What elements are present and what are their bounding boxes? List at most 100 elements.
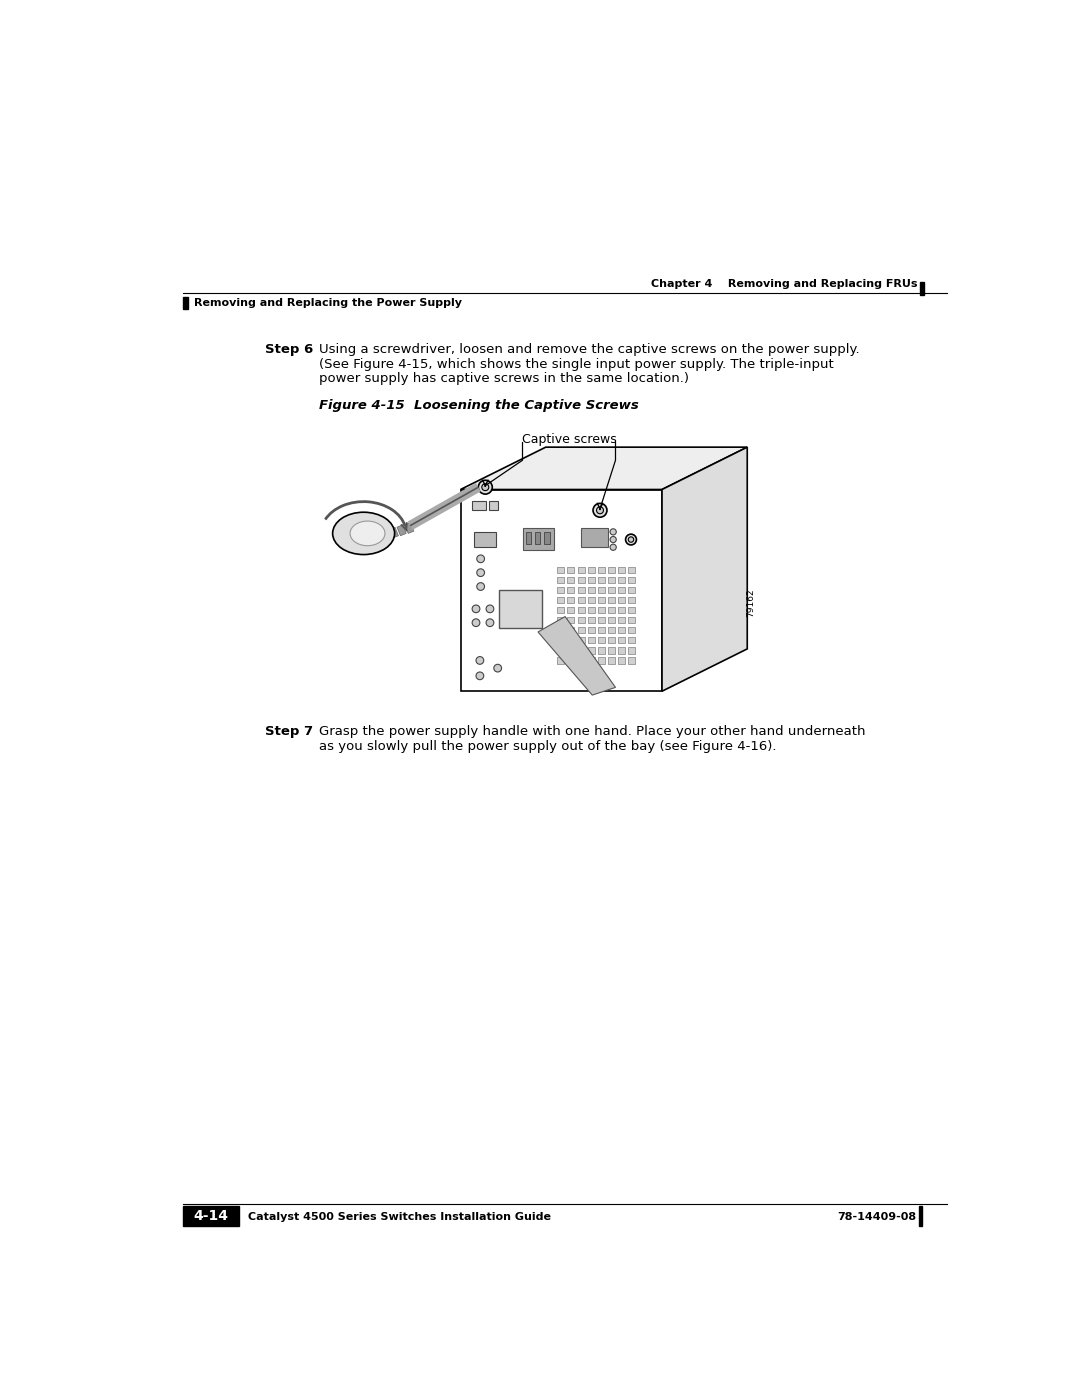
Circle shape: [596, 507, 604, 514]
Circle shape: [476, 555, 485, 563]
Bar: [405, 522, 414, 534]
Bar: [918, 1207, 922, 1227]
Bar: [618, 597, 625, 604]
Bar: [608, 606, 615, 613]
Bar: [608, 577, 615, 584]
Text: power supply has captive screws in the same location.): power supply has captive screws in the s…: [320, 373, 689, 386]
Bar: [618, 567, 625, 573]
Bar: [608, 627, 615, 633]
Bar: [608, 597, 615, 604]
Bar: [557, 567, 565, 573]
Bar: [499, 590, 542, 629]
Circle shape: [476, 569, 485, 577]
Bar: [359, 536, 367, 548]
Bar: [557, 657, 565, 664]
Bar: [489, 502, 499, 510]
Bar: [557, 627, 565, 633]
Bar: [578, 637, 584, 644]
Bar: [535, 532, 540, 545]
Bar: [627, 577, 635, 584]
Bar: [588, 647, 595, 654]
Bar: [608, 647, 615, 654]
Circle shape: [593, 503, 607, 517]
Bar: [389, 527, 399, 538]
Bar: [588, 606, 595, 613]
Circle shape: [478, 481, 492, 495]
Bar: [618, 657, 625, 664]
Ellipse shape: [350, 521, 384, 546]
Bar: [567, 587, 575, 594]
Text: Removing and Replacing the Power Supply: Removing and Replacing the Power Supply: [194, 298, 462, 309]
Circle shape: [482, 483, 489, 490]
Bar: [588, 657, 595, 664]
Bar: [474, 532, 496, 548]
Circle shape: [610, 536, 617, 542]
Bar: [567, 627, 575, 633]
Bar: [472, 502, 486, 510]
Bar: [578, 597, 584, 604]
Bar: [366, 534, 375, 545]
Bar: [608, 616, 615, 623]
Bar: [627, 616, 635, 623]
Text: 79162: 79162: [746, 588, 756, 617]
Text: Step 6: Step 6: [266, 344, 313, 356]
Bar: [374, 532, 383, 542]
Bar: [618, 606, 625, 613]
Circle shape: [476, 583, 485, 591]
Polygon shape: [460, 447, 747, 489]
Bar: [567, 657, 575, 664]
Bar: [567, 647, 575, 654]
Circle shape: [494, 665, 501, 672]
Bar: [597, 657, 605, 664]
Bar: [397, 525, 406, 535]
Circle shape: [625, 534, 636, 545]
Bar: [578, 627, 584, 633]
Bar: [597, 577, 605, 584]
Bar: [597, 587, 605, 594]
Bar: [627, 627, 635, 633]
Bar: [627, 647, 635, 654]
Bar: [544, 532, 550, 545]
Text: Chapter 4    Removing and Replacing FRUs: Chapter 4 Removing and Replacing FRUs: [651, 278, 918, 289]
Bar: [567, 606, 575, 613]
Circle shape: [610, 545, 617, 550]
Bar: [526, 532, 531, 545]
Bar: [588, 616, 595, 623]
Circle shape: [629, 536, 634, 542]
Bar: [578, 567, 584, 573]
Bar: [557, 597, 565, 604]
Text: Loosening the Captive Screws: Loosening the Captive Screws: [414, 398, 638, 412]
Bar: [618, 627, 625, 633]
Bar: [557, 577, 565, 584]
Bar: [578, 647, 584, 654]
Bar: [557, 637, 565, 644]
Bar: [588, 587, 595, 594]
Bar: [578, 616, 584, 623]
Text: 4-14: 4-14: [193, 1210, 229, 1224]
Circle shape: [486, 605, 494, 613]
Bar: [588, 577, 595, 584]
Bar: [627, 587, 635, 594]
Bar: [618, 616, 625, 623]
Polygon shape: [538, 616, 616, 696]
Bar: [588, 567, 595, 573]
Bar: [523, 528, 554, 549]
Bar: [618, 647, 625, 654]
Bar: [618, 637, 625, 644]
Bar: [557, 587, 565, 594]
Bar: [920, 282, 924, 295]
Bar: [567, 567, 575, 573]
Bar: [597, 597, 605, 604]
Text: Captive screws: Captive screws: [522, 433, 617, 446]
Bar: [381, 529, 391, 541]
Bar: [627, 597, 635, 604]
Bar: [597, 616, 605, 623]
Text: Using a screwdriver, loosen and remove the captive screws on the power supply.: Using a screwdriver, loosen and remove t…: [320, 344, 860, 356]
Bar: [557, 616, 565, 623]
Bar: [557, 606, 565, 613]
Polygon shape: [460, 489, 662, 692]
Bar: [627, 567, 635, 573]
Circle shape: [476, 672, 484, 680]
Bar: [608, 657, 615, 664]
Bar: [578, 577, 584, 584]
